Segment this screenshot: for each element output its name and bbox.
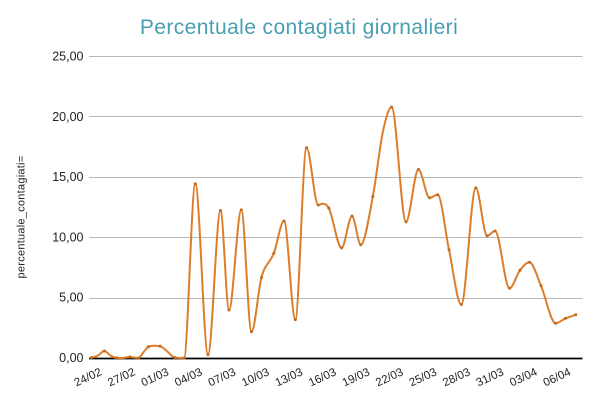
svg-text:10/03: 10/03 xyxy=(240,366,271,389)
svg-text:percentuale_contagiati=: percentuale_contagiati= xyxy=(16,156,28,279)
svg-text:01/03: 01/03 xyxy=(140,366,171,389)
svg-text:04/03: 04/03 xyxy=(173,366,204,389)
svg-text:06/04: 06/04 xyxy=(542,366,574,389)
svg-text:28/03: 28/03 xyxy=(441,366,472,389)
svg-text:15,00: 15,00 xyxy=(52,170,83,184)
svg-text:10,00: 10,00 xyxy=(52,230,83,244)
svg-text:0,00: 0,00 xyxy=(59,351,83,365)
svg-text:13/03: 13/03 xyxy=(274,366,305,389)
svg-text:24/02: 24/02 xyxy=(73,366,104,389)
svg-text:Percentuale contagiati giornal: Percentuale contagiati giornalieri xyxy=(140,16,458,39)
svg-text:25,00: 25,00 xyxy=(52,50,83,64)
svg-text:07/03: 07/03 xyxy=(207,366,238,389)
svg-text:31/03: 31/03 xyxy=(475,366,506,389)
svg-text:5,00: 5,00 xyxy=(59,291,83,305)
svg-text:03/04: 03/04 xyxy=(508,366,540,389)
svg-text:22/03: 22/03 xyxy=(374,366,405,389)
svg-text:20,00: 20,00 xyxy=(52,110,83,124)
svg-text:19/03: 19/03 xyxy=(341,366,372,389)
svg-text:16/03: 16/03 xyxy=(307,366,338,389)
svg-text:25/03: 25/03 xyxy=(408,366,439,389)
svg-text:27/02: 27/02 xyxy=(106,366,137,389)
